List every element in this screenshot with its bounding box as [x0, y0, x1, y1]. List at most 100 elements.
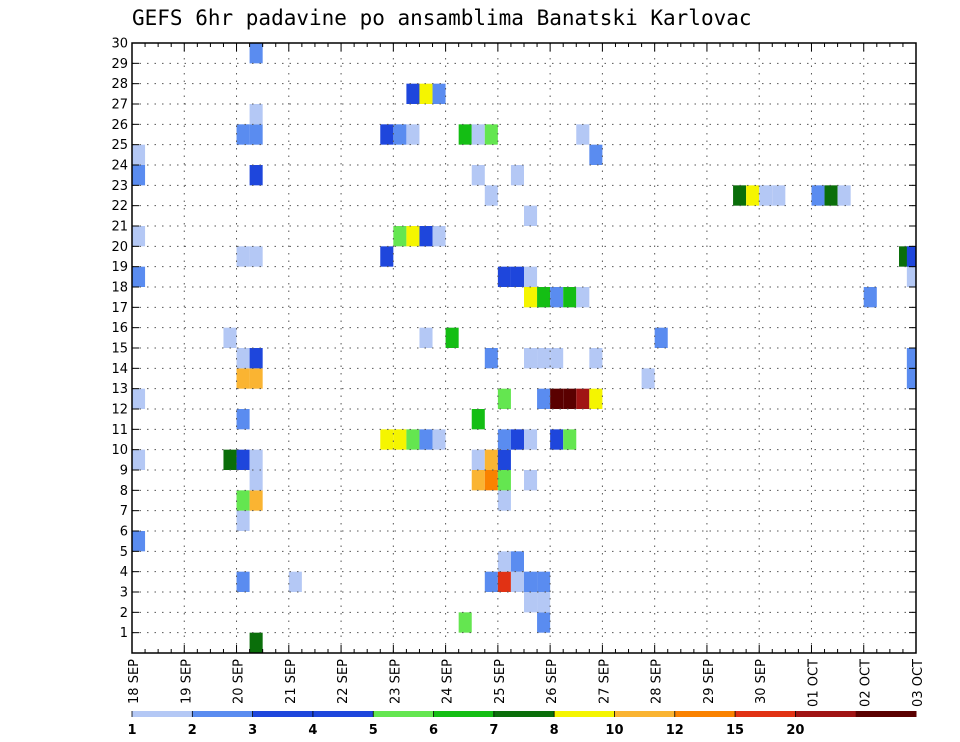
- precip-cell: [654, 327, 668, 348]
- precip-cell: [393, 429, 407, 450]
- precip-cell: [236, 124, 250, 145]
- precip-cell: [497, 449, 511, 470]
- precip-cell: [380, 124, 394, 145]
- precip-cell: [458, 124, 472, 145]
- precip-cell: [484, 470, 498, 491]
- y-tick-label: 30: [111, 37, 128, 52]
- precip-cell: [906, 266, 916, 287]
- precip-cell: [497, 571, 511, 592]
- y-tick-label: 26: [111, 118, 128, 133]
- precip-cell: [550, 429, 564, 450]
- precip-cell: [249, 490, 263, 511]
- precip-cell: [471, 124, 485, 145]
- precip-cell: [524, 470, 538, 491]
- colorbar-label: 8: [550, 723, 559, 738]
- precip-cell: [537, 287, 551, 308]
- precip-cell: [589, 144, 603, 165]
- precip-cell: [484, 571, 498, 592]
- precip-cell: [406, 83, 420, 104]
- y-tick-label: 28: [111, 77, 128, 92]
- y-tick-label: 2: [120, 606, 128, 621]
- colorbar-swatch: [132, 711, 193, 717]
- precip-cell: [132, 449, 146, 470]
- x-tick-label: 23 SEP: [388, 659, 403, 704]
- y-tick-label: 16: [111, 321, 128, 336]
- precip-cell: [524, 429, 538, 450]
- colorbar-label: 4: [308, 723, 317, 738]
- colorbar-label: 1: [127, 723, 136, 738]
- precip-cell: [419, 327, 433, 348]
- precip-cell: [484, 185, 498, 206]
- colorbar-label: 6: [429, 723, 438, 738]
- precip-cell: [471, 409, 485, 430]
- colorbar-swatch: [252, 711, 314, 717]
- y-tick-label: 12: [111, 403, 128, 418]
- colorbar-label: 20: [786, 723, 804, 738]
- y-tick-label: 8: [120, 484, 128, 499]
- y-tick-label: 10: [111, 443, 128, 458]
- x-tick-label: 01 OCT: [806, 659, 821, 707]
- precip-cell: [445, 327, 459, 348]
- precip-cell: [406, 124, 420, 145]
- y-tick-label: 1: [120, 626, 128, 641]
- precip-cell: [406, 429, 420, 450]
- precip-cell: [497, 429, 511, 450]
- precip-cell: [550, 348, 564, 369]
- precip-cell: [288, 571, 302, 592]
- precip-cell: [249, 124, 263, 145]
- x-tick-label: 20 SEP: [232, 659, 247, 704]
- precip-cell: [550, 388, 564, 409]
- precip-cell: [550, 287, 564, 308]
- y-tick-label: 22: [111, 199, 128, 214]
- colorbar-label: 7: [489, 723, 498, 738]
- precip-cell: [497, 490, 511, 511]
- precip-cell: [510, 571, 524, 592]
- x-tick-label: 29 SEP: [702, 659, 717, 704]
- precip-cell: [537, 348, 551, 369]
- y-tick-label: 11: [111, 423, 128, 438]
- precip-cell: [563, 429, 577, 450]
- precip-cell: [393, 226, 407, 247]
- precip-cell: [432, 83, 446, 104]
- colorbar-swatch: [493, 711, 555, 717]
- gridlines: [132, 43, 916, 653]
- precip-cell: [380, 429, 394, 450]
- precip-cell: [223, 449, 237, 470]
- colorbar-swatch: [795, 711, 857, 717]
- precip-cell: [510, 551, 524, 572]
- precip-cell: [733, 185, 747, 206]
- precip-cell: [524, 348, 538, 369]
- precip-cell: [537, 388, 551, 409]
- colorbar-swatch: [373, 711, 435, 717]
- colorbar-swatch: [433, 711, 495, 717]
- colorbar-label: 15: [726, 723, 744, 738]
- precip-cell: [537, 571, 551, 592]
- precip-cell: [132, 165, 146, 186]
- precip-cell: [132, 226, 146, 247]
- colorbar-swatch: [735, 711, 796, 717]
- precip-cell: [484, 348, 498, 369]
- precip-cell: [484, 124, 498, 145]
- precip-cell: [576, 287, 590, 308]
- precip-cell: [524, 287, 538, 308]
- precip-cell: [863, 287, 877, 308]
- y-tick-label: 5: [120, 545, 128, 560]
- colorbar-swatch: [192, 711, 254, 717]
- x-tick-label: 24 SEP: [441, 659, 456, 704]
- precip-cell: [406, 226, 420, 247]
- precip-cell: [249, 43, 263, 64]
- y-tick-label: 25: [111, 138, 128, 153]
- y-tick-label: 29: [111, 57, 128, 72]
- precip-cell: [524, 571, 538, 592]
- precip-cell: [393, 124, 407, 145]
- precip-cell: [589, 388, 603, 409]
- precip-cell: [249, 165, 263, 186]
- precip-cells: [132, 43, 916, 653]
- precip-cell: [236, 246, 250, 267]
- colorbar-label: 2: [188, 723, 197, 738]
- precip-cell: [471, 470, 485, 491]
- colorbar-swatch: [554, 711, 615, 717]
- x-tick-label: 27 SEP: [597, 659, 612, 704]
- precip-cell: [132, 531, 146, 552]
- precip-cell: [236, 490, 250, 511]
